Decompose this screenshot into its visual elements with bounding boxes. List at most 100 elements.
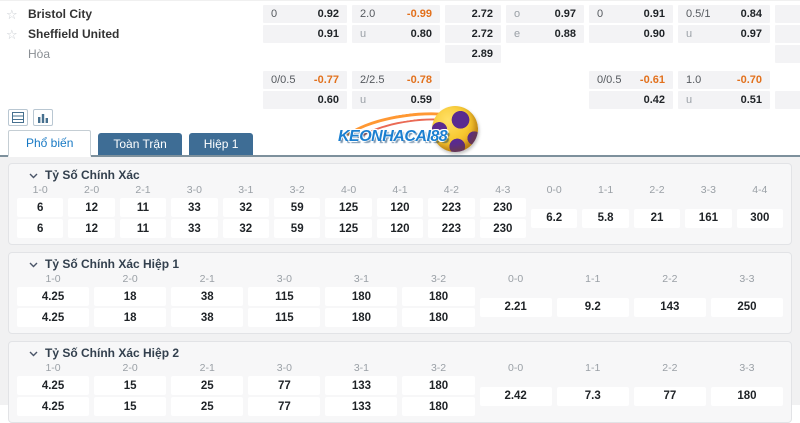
score-odds-cell[interactable]: 180 [402,376,475,395]
odds-label: u [686,94,693,106]
score-odds-cell[interactable]: 18 [94,287,167,306]
score-odds-cell[interactable]: 77 [248,376,321,395]
score-header: 2-2 [649,183,665,196]
tab-pho-bien[interactable]: Phổ biến [8,130,92,157]
score-odds-cell[interactable]: 4.25 [17,308,90,327]
score-odds-cell[interactable]: 180 [402,308,475,327]
score-odds-cell-draw[interactable]: 300 [736,208,783,228]
score-header: 4-0 [341,183,357,196]
score-odds-cell[interactable]: 120 [376,219,424,238]
odds-cell-empty [775,91,800,109]
score-odds-cell[interactable]: 223 [428,219,475,238]
score-odds-cell[interactable]: 4.25 [17,376,90,395]
score-header: 1-0 [45,361,61,374]
score-odds-cell-draw[interactable]: 2.21 [479,297,552,317]
score-odds-cell[interactable]: 59 [274,198,321,217]
odds-cell[interactable]: 0 0.91 [589,5,673,23]
score-odds-cell[interactable]: 230 [479,198,526,217]
odds-cell[interactable]: 0.91 [263,25,347,43]
score-odds-cell[interactable]: 25 [171,376,244,395]
odds-cell[interactable]: 0.42 [589,91,673,109]
score-header: 1-1 [585,272,601,285]
odds-cell[interactable]: 0.90 [589,25,673,43]
score-section-header[interactable]: Tỷ Số Chính Xác Hiệp 1 [17,256,783,272]
score-odds-cell[interactable]: 15 [94,376,167,395]
table-view-button[interactable] [8,108,28,126]
odds-value: 0.97 [740,28,762,40]
score-header: 2-2 [662,361,678,374]
score-section-header[interactable]: Tỷ Số Chính Xác Hiệp 2 [17,345,783,361]
score-odds-cell-draw[interactable]: 6.2 [531,208,578,228]
odds-cell[interactable]: 2.0 -0.99 [352,5,440,23]
tab-toan-tran[interactable]: Toàn Trận [98,133,182,155]
score-odds-cell-draw[interactable]: 9.2 [556,297,629,317]
odds-cell[interactable]: 0/0.5 -0.77 [263,71,347,89]
section-title: Tỷ Số Chính Xác Hiệp 1 [45,257,180,271]
score-odds-cell[interactable]: 115 [248,287,321,306]
odds-value: 0.92 [317,8,339,20]
score-odds-cell[interactable]: 38 [171,308,244,327]
score-header: 4-2 [443,183,459,196]
score-odds-cell[interactable]: 12 [68,198,115,217]
score-odds-cell[interactable]: 4.25 [17,287,90,306]
odds-cell[interactable]: 2.72 [445,25,501,43]
odds-cell[interactable]: e 0.88 [506,25,584,43]
odds-cell[interactable]: u 0.51 [678,91,770,109]
score-odds-cell[interactable]: 33 [171,198,218,217]
score-odds-cell[interactable]: 32 [222,219,269,238]
score-odds-cell-draw[interactable]: 77 [633,386,706,406]
odds-cell[interactable]: u 0.59 [352,91,440,109]
odds-cell[interactable]: 0 0.92 [263,5,347,23]
score-odds-cell[interactable]: 120 [376,198,424,217]
score-odds-cell-draw[interactable]: 2.42 [479,386,552,406]
score-section-header[interactable]: Tỷ Số Chính Xác [17,167,783,183]
score-odds-cell[interactable]: 38 [171,287,244,306]
score-odds-cell-draw[interactable]: 143 [633,297,706,317]
score-odds-cell[interactable]: 12 [68,219,115,238]
score-odds-cell[interactable]: 18 [94,308,167,327]
score-odds-cell-draw[interactable]: 180 [710,386,783,406]
score-odds-cell[interactable]: 115 [248,308,321,327]
score-odds-cell[interactable]: 11 [119,198,167,217]
chevron-down-icon [29,255,38,273]
score-odds-cell[interactable]: 33 [171,219,218,238]
score-header: 2-1 [199,272,215,285]
odds-cell[interactable]: 0/0.5 -0.61 [589,71,673,89]
star-icon[interactable]: ☆ [6,6,18,22]
score-odds-cell[interactable]: 133 [325,376,398,395]
odds-cell[interactable]: 2.72 [445,5,501,23]
score-header: 3-3 [739,272,755,285]
score-odds-cell[interactable]: 223 [428,198,475,217]
score-header: 3-3 [700,183,716,196]
score-odds-cell[interactable]: 180 [402,287,475,306]
odds-cell[interactable]: u 0.97 [678,25,770,43]
odds-cell[interactable]: 2.89 [445,45,501,63]
odds-cell[interactable]: o 0.97 [506,5,584,23]
tab-hiep-1[interactable]: Hiệp 1 [188,133,254,155]
score-odds-cell-draw[interactable]: 5.8 [582,208,629,228]
score-odds-cell[interactable]: 11 [119,219,167,238]
score-odds-cell[interactable]: 180 [325,287,398,306]
odds-cell[interactable]: 1.0 -0.70 [678,71,770,89]
odds-cell[interactable]: 2/2.5 -0.78 [352,71,440,89]
score-odds-cell[interactable]: 6 [17,219,64,238]
odds-cell[interactable]: u 0.80 [352,25,440,43]
score-odds-cell-draw[interactable]: 7.3 [556,386,629,406]
odds-label: u [360,94,367,106]
score-odds-cell[interactable]: 230 [479,219,526,238]
odds-cell[interactable]: 0.60 [263,91,347,109]
score-odds-cell[interactable]: 32 [222,198,269,217]
odds-value: 0.90 [643,28,665,40]
score-odds-cell-draw[interactable]: 250 [710,297,783,317]
score-odds-cell-draw[interactable]: 21 [633,208,681,228]
score-odds-cell[interactable]: 180 [325,308,398,327]
star-icon[interactable]: ☆ [6,26,18,42]
score-header: 3-2 [289,183,305,196]
score-odds-cell[interactable]: 125 [325,219,372,238]
score-odds-cell[interactable]: 59 [274,219,321,238]
score-odds-cell[interactable]: 6 [17,198,64,217]
chart-view-button[interactable] [33,108,53,126]
score-odds-cell[interactable]: 125 [325,198,372,217]
score-odds-cell-draw[interactable]: 161 [685,208,732,228]
odds-cell[interactable]: 0.5/1 0.84 [678,5,770,23]
